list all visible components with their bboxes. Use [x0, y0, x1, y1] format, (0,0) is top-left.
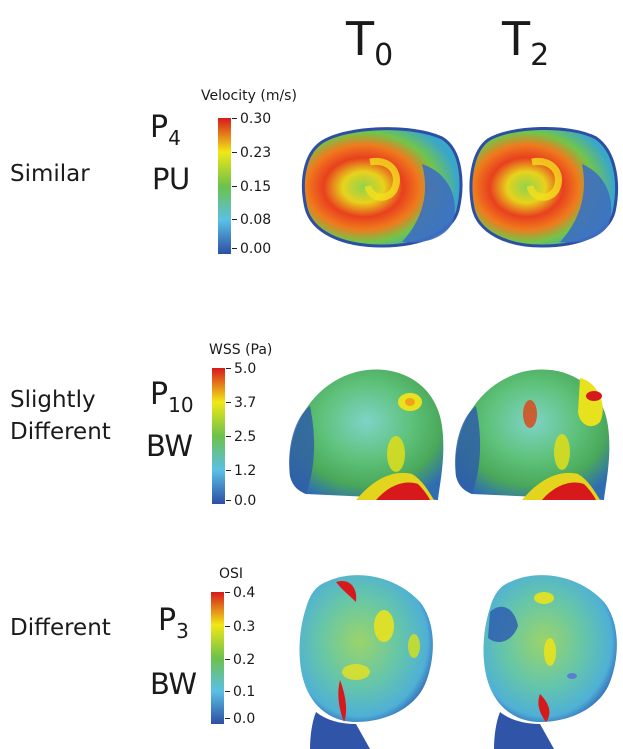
patient-number: 4 [168, 126, 181, 150]
patient-letter: P [158, 603, 177, 638]
patient-label: P3 [158, 603, 189, 643]
colorbar-tick: 3.7 [226, 396, 256, 410]
colorbar-gradient [212, 368, 225, 504]
patient-label: P4 [150, 110, 181, 150]
patient-number: 10 [168, 393, 194, 417]
colorbar-gradient [211, 592, 224, 724]
row-category-slightly-different: Slightly Different [10, 384, 111, 448]
region-code: BW [146, 429, 193, 463]
colorbar-tick: 0.2 [225, 653, 255, 667]
osi-map-t2 [483, 575, 617, 749]
column-header-t2: T2 [502, 16, 549, 71]
patient-letter: P [150, 110, 169, 145]
wss-map-t2 [455, 369, 610, 500]
category-line: Slightly [10, 387, 96, 413]
region-code: BW [150, 667, 197, 701]
colorbar-tick: 0.1 [225, 685, 255, 699]
colorbar-tick: 0.30 [232, 112, 271, 126]
region-code: PU [152, 162, 190, 196]
colorbar-title: OSI [219, 566, 244, 582]
row-category-similar: Similar [10, 161, 90, 187]
colorbar-tick: 0.00 [232, 242, 271, 256]
osi-map-t0 [299, 575, 433, 749]
colorbar-tick: 0.0 [225, 712, 255, 726]
column-header-label: T [502, 12, 531, 66]
colorbar-tick: 0.15 [232, 180, 271, 194]
velocity-map-t0 [301, 127, 463, 248]
wss-map-t0 [289, 369, 444, 500]
colorbar-tick: 0.4 [225, 586, 255, 600]
patient-number: 3 [176, 619, 189, 643]
colorbar-tick: 2.5 [226, 430, 256, 444]
column-header-sub: 0 [374, 38, 394, 73]
column-header-sub: 2 [530, 38, 550, 73]
column-header-label: T [346, 12, 375, 66]
colorbar-title: WSS (Pa) [209, 342, 273, 358]
colorbar-tick: 0.3 [225, 620, 255, 634]
colorbar-gradient [218, 118, 231, 254]
colorbar-tick: 5.0 [226, 362, 256, 376]
row-category-different: Different [10, 615, 111, 641]
colorbar-tick: 0.08 [232, 213, 271, 227]
colorbar-tick: 0.23 [232, 146, 271, 160]
velocity-map-t2 [469, 126, 619, 248]
colorbar-title: Velocity (m/s) [201, 88, 297, 104]
patient-letter: P [150, 377, 169, 412]
patient-label: P10 [150, 377, 194, 417]
colorbar-tick: 1.2 [226, 464, 256, 478]
column-header-t0: T0 [346, 16, 393, 71]
category-line: Different [10, 419, 111, 445]
colorbar-tick: 0.0 [226, 494, 256, 508]
